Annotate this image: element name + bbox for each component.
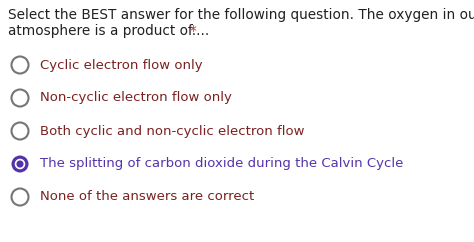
- Circle shape: [17, 160, 24, 167]
- Text: The splitting of carbon dioxide during the Calvin Cycle: The splitting of carbon dioxide during t…: [40, 158, 403, 171]
- Text: Non-cyclic electron flow only: Non-cyclic electron flow only: [40, 91, 232, 105]
- Text: Cyclic electron flow only: Cyclic electron flow only: [40, 59, 202, 71]
- Circle shape: [15, 159, 25, 169]
- Circle shape: [11, 90, 28, 106]
- Circle shape: [11, 122, 28, 139]
- Circle shape: [11, 156, 28, 173]
- Text: *: *: [190, 24, 197, 38]
- Text: Both cyclic and non-cyclic electron flow: Both cyclic and non-cyclic electron flow: [40, 124, 304, 137]
- Text: None of the answers are correct: None of the answers are correct: [40, 190, 254, 204]
- Text: atmosphere is a product of....: atmosphere is a product of....: [8, 24, 214, 38]
- Circle shape: [11, 189, 28, 205]
- Circle shape: [11, 56, 28, 74]
- Text: Select the BEST answer for the following question. The oxygen in our: Select the BEST answer for the following…: [8, 8, 474, 22]
